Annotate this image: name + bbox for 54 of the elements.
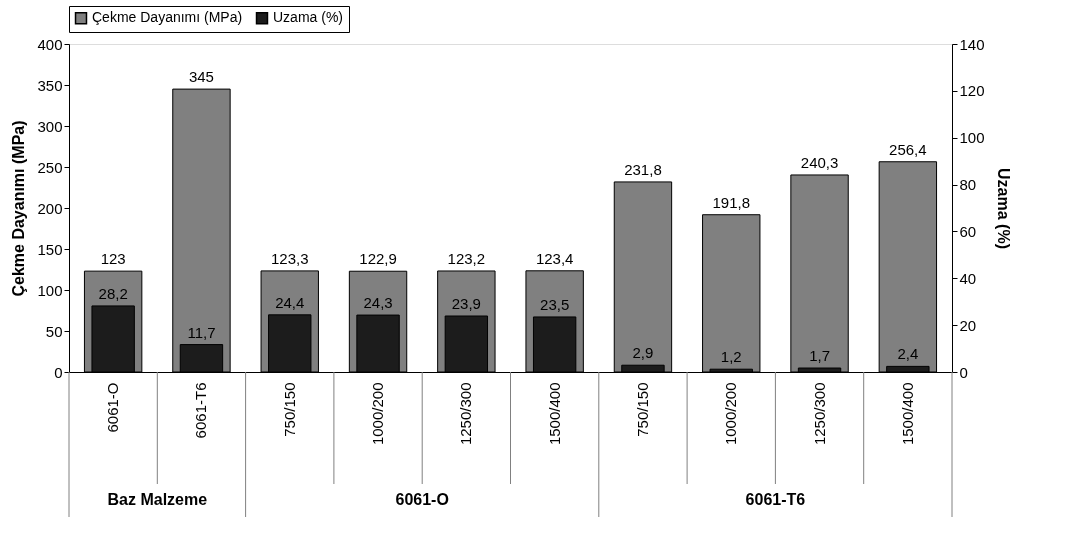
y-tick-label: 0 xyxy=(54,363,63,381)
x-tick-label: 750/150 xyxy=(633,382,651,437)
data-label: 2,4 xyxy=(897,345,919,363)
data-label: 24,4 xyxy=(275,293,305,311)
y-tick-label: 50 xyxy=(45,322,63,340)
y2-tick-label: 0 xyxy=(959,363,968,381)
data-label: 231,8 xyxy=(624,160,662,178)
x-tick-label: 1250/300 xyxy=(457,382,475,446)
y2-tick-label: 80 xyxy=(959,176,977,194)
data-label: 23,9 xyxy=(451,295,481,313)
data-label: 1,2 xyxy=(720,348,742,366)
y-tick-label: 350 xyxy=(37,76,63,94)
y-tick-label: 150 xyxy=(37,240,63,258)
data-label: 123,4 xyxy=(535,249,574,267)
text: Baz Malzeme xyxy=(107,491,208,508)
text: 6061-O xyxy=(395,491,449,508)
y-tick-label: 300 xyxy=(37,117,63,135)
y2-tick-label: 60 xyxy=(959,222,977,240)
data-label: 240,3 xyxy=(800,153,839,171)
y-tick-label: 250 xyxy=(37,158,63,176)
data-label: 2,9 xyxy=(632,344,654,362)
data-label: 123 xyxy=(100,250,126,268)
x-tick-label: 6061-O xyxy=(104,382,122,433)
data-label: 24,3 xyxy=(363,294,393,312)
y-axis-title: Çekme Dayanımı (MPa) xyxy=(10,120,28,297)
y2-tick-label: 140 xyxy=(959,35,985,53)
data-label: 191,8 xyxy=(712,193,751,211)
data-label: 11,7 xyxy=(187,323,216,341)
y2-tick-label: 20 xyxy=(959,316,977,334)
x-tick-label: 6061-T6 xyxy=(192,382,210,439)
x-tick-label: 750/150 xyxy=(280,382,298,437)
data-label: 123,2 xyxy=(447,249,486,267)
y-tick-label: 100 xyxy=(37,281,63,299)
y2-axis-title: Uzama (%) xyxy=(994,168,1012,249)
y-tick-label: 200 xyxy=(37,199,63,217)
data-label: 1,7 xyxy=(809,347,830,365)
data-label: 256,4 xyxy=(889,140,927,158)
y-tick-label: 400 xyxy=(37,35,63,53)
data-label: 28,2 xyxy=(98,284,128,302)
x-tick-label: 1000/200 xyxy=(722,382,740,446)
x-tick-label: 1000/200 xyxy=(369,382,387,446)
y2-tick-label: 40 xyxy=(959,269,977,287)
y2-tick-label: 120 xyxy=(959,82,985,100)
data-label: 23,5 xyxy=(540,295,570,313)
data-label: 345 xyxy=(188,68,214,86)
text: 6061-T6 xyxy=(745,491,806,508)
x-tick-label: 1500/400 xyxy=(898,382,916,446)
x-tick-label: 1500/400 xyxy=(545,382,563,446)
x-tick-label: 1250/300 xyxy=(810,382,828,446)
legend-label: Uzama (%) xyxy=(273,9,344,26)
data-label: 122,9 xyxy=(359,250,397,268)
legend-label: Çekme Dayanımı (MPa) xyxy=(92,9,243,26)
data-label: 123,3 xyxy=(270,249,309,267)
y2-tick-label: 100 xyxy=(959,129,985,147)
